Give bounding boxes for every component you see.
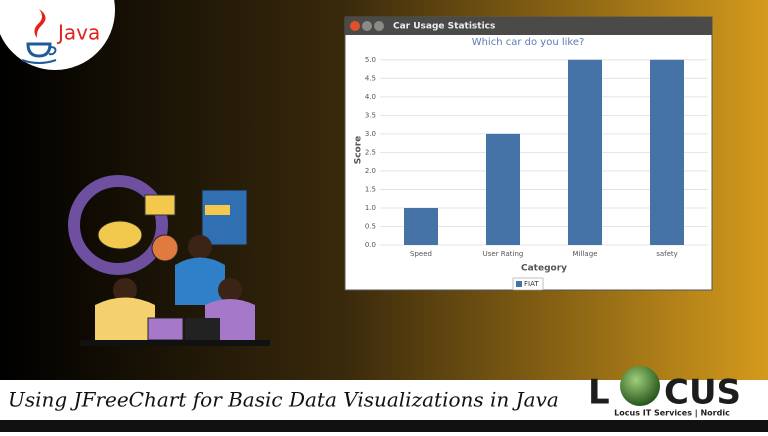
y-tick-label: 4.5 bbox=[365, 74, 376, 82]
bar bbox=[650, 59, 684, 245]
banner-text: Using JFreeChart for Basic Data Visualiz… bbox=[8, 388, 559, 412]
x-tick-label: User Rating bbox=[483, 250, 524, 258]
y-axis-label: Score bbox=[354, 136, 364, 165]
y-tick-label: 5.0 bbox=[365, 56, 376, 64]
y-tick-label: 2.0 bbox=[365, 167, 376, 175]
x-tick-label: Millage bbox=[573, 250, 598, 258]
logo-right: CUS bbox=[664, 373, 741, 413]
x-tick-label: Speed bbox=[410, 250, 432, 258]
title-bar bbox=[345, 17, 712, 35]
y-tick-label: 1.5 bbox=[365, 185, 376, 193]
x-tick-label: safety bbox=[656, 250, 678, 258]
y-tick-label: 3.0 bbox=[365, 130, 376, 138]
minimize-button[interactable] bbox=[362, 21, 372, 31]
legend-swatch bbox=[516, 281, 522, 287]
bar bbox=[568, 59, 602, 245]
y-tick-label: 0.0 bbox=[365, 241, 376, 249]
java-logo-text: Java bbox=[56, 21, 100, 45]
y-tick-label: 2.5 bbox=[365, 148, 376, 156]
y-tick-label: 4.0 bbox=[365, 93, 376, 101]
bar bbox=[486, 133, 520, 245]
java-icon bbox=[21, 9, 57, 64]
maximize-button[interactable] bbox=[374, 21, 384, 31]
logo-left: L bbox=[588, 373, 610, 413]
x-axis-label: Category bbox=[521, 264, 567, 274]
bottom-strip bbox=[0, 420, 768, 432]
y-tick-label: 1.0 bbox=[365, 204, 376, 212]
bar bbox=[404, 207, 438, 245]
logo-tagline: Locus IT Services | Nordic bbox=[614, 409, 730, 418]
chart-title: Which car do you like? bbox=[472, 37, 585, 48]
legend-label: FIAT bbox=[524, 280, 539, 288]
logo-ball bbox=[620, 366, 660, 406]
y-tick-label: 3.5 bbox=[365, 111, 376, 119]
close-button[interactable] bbox=[350, 21, 360, 31]
window-title: Car Usage Statistics bbox=[393, 22, 495, 32]
y-tick-label: 0.5 bbox=[365, 222, 376, 230]
illustration bbox=[68, 175, 270, 346]
